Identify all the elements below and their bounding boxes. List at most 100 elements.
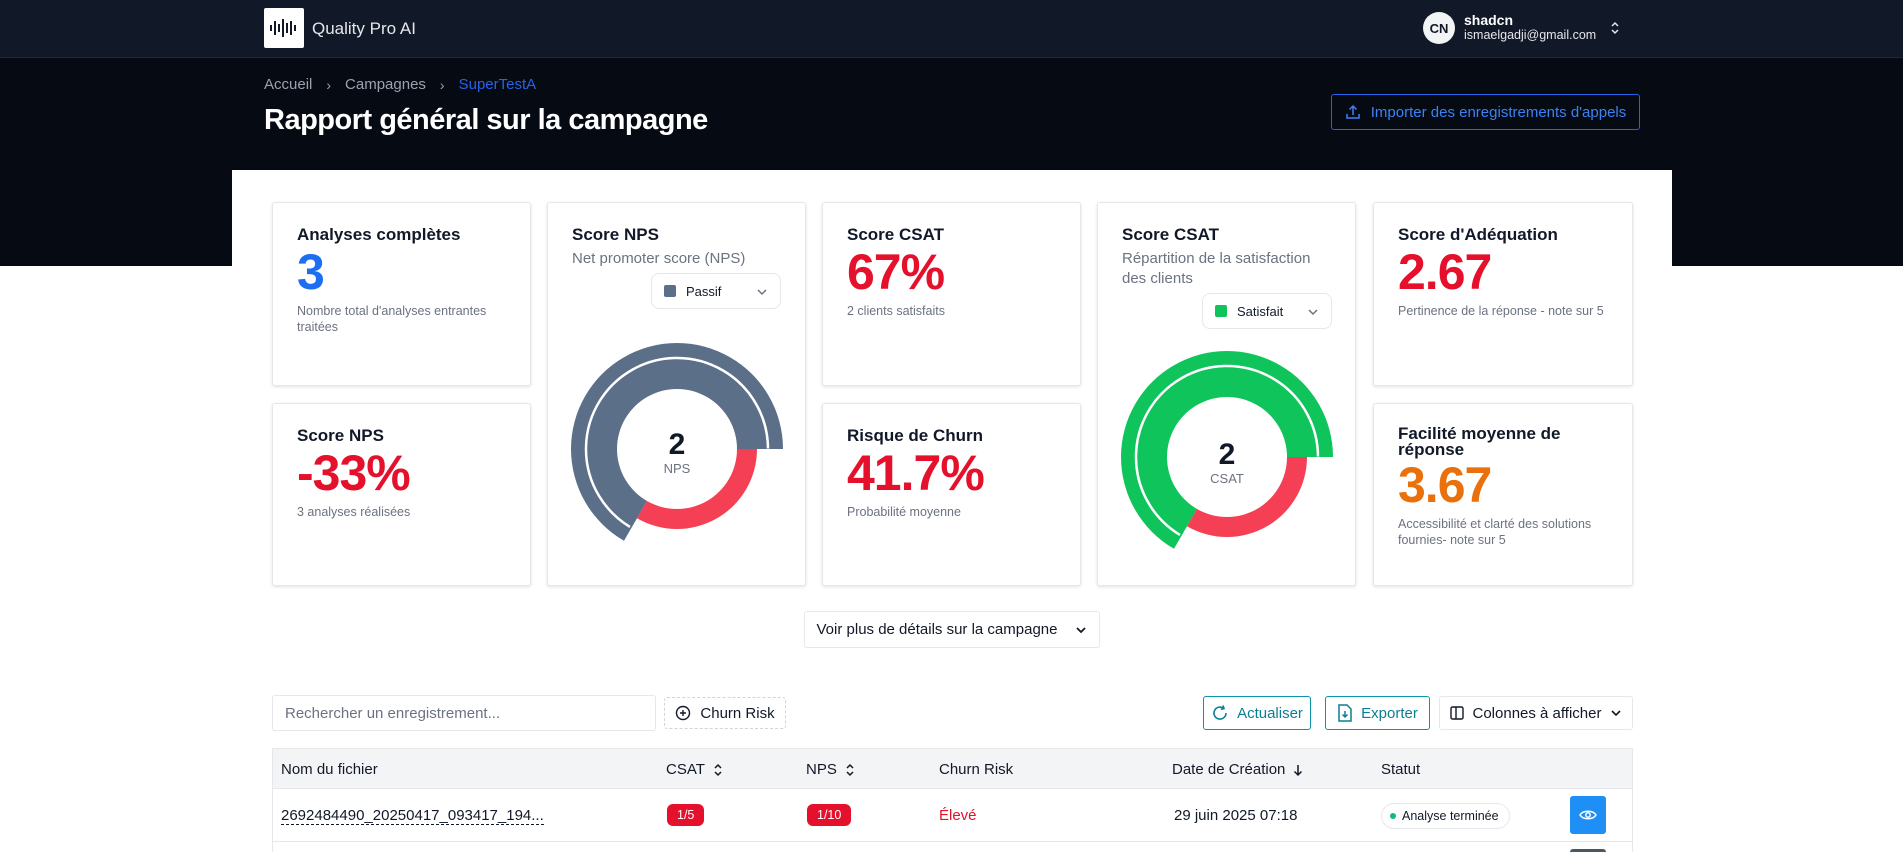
upload-icon — [1346, 104, 1360, 119]
legend-swatch — [1215, 305, 1227, 317]
csat-center-value: 2 — [1218, 438, 1236, 471]
donut-segment-détracteur[interactable] — [637, 449, 757, 529]
user-email: ismaelgadji@gmail.com — [1464, 28, 1597, 42]
card-title: Score d'Adéquation — [1398, 225, 1558, 244]
status-badge: Analyse terminée — [1381, 803, 1510, 829]
donut-segment-satisfait[interactable] — [1121, 351, 1333, 549]
card-title: Score NPS — [297, 426, 384, 445]
top-bar: Quality Pro AI CN shadcn ismaelgadji@gma… — [0, 0, 1903, 58]
chevron-right-icon: › — [326, 76, 332, 93]
column-header-date[interactable]: Date de Création — [1172, 761, 1303, 778]
csat-badge: 1/5 — [667, 804, 705, 826]
column-header-nps[interactable]: NPS — [806, 761, 855, 778]
card-nps-score: Score NPS -33% 3 analyses réalisées — [272, 403, 531, 586]
card-csat-score: Score CSAT 67% 2 clients satisfaits — [822, 202, 1081, 386]
card-facilite: Facilité moyenne de réponse 3.67 Accessi… — [1373, 403, 1633, 586]
csat-donut-chart — [1121, 351, 1333, 549]
nps-badge: 1/10 — [807, 804, 852, 826]
soundwave-icon — [270, 19, 296, 37]
import-recordings-button[interactable]: Importer des enregistrements d'appels — [1331, 94, 1640, 130]
column-header-file: Nom du fichier — [281, 761, 378, 778]
card-desc: Probabilité moyenne — [847, 505, 961, 519]
plus-circle-icon — [676, 705, 691, 721]
sort-icon — [846, 763, 854, 776]
churn-risk-filter-button[interactable]: Churn Risk — [664, 697, 786, 729]
details-button-label: Voir plus de détails sur la campagne — [816, 621, 1058, 638]
card-title: Score CSAT — [1122, 225, 1219, 244]
table-row[interactable]: 2692484490_20250417_093417_194... 1/5 1/… — [273, 789, 1632, 842]
campaign-details-button[interactable]: Voir plus de détails sur la campagne — [804, 611, 1100, 648]
refresh-label: Actualiser — [1237, 704, 1303, 722]
nps-center-label: NPS — [663, 461, 691, 476]
columns-toggle-button[interactable]: Colonnes à afficher — [1439, 696, 1633, 730]
chevron-down-icon — [1307, 304, 1319, 319]
eye-icon — [1579, 810, 1597, 820]
app-logo[interactable] — [264, 8, 304, 48]
csat-filter-dropdown[interactable]: Satisfait — [1202, 293, 1332, 329]
card-churn-risk: Risque de Churn 41.7% Probabilité moyenn… — [822, 403, 1081, 586]
app-name: Quality Pro AI — [312, 19, 416, 38]
dropdown-value: Passif — [686, 283, 722, 299]
breadcrumb: Accueil › Campagnes › SuperTestA — [264, 76, 536, 93]
nps-center-value: 2 — [668, 428, 686, 461]
breadcrumb-home[interactable]: Accueil — [264, 76, 313, 93]
status-dot — [1390, 813, 1396, 819]
user-name: shadcn — [1464, 12, 1514, 28]
export-label: Exporter — [1361, 704, 1418, 722]
sort-desc-icon — [1294, 764, 1303, 776]
card-value: -33% — [297, 445, 411, 501]
card-subtitle: Net promoter score (NPS) — [572, 250, 746, 267]
view-button[interactable] — [1570, 796, 1606, 834]
creation-date: 29 juin 2025 07:18 — [1174, 807, 1298, 824]
card-desc: 2 clients satisfaits — [847, 304, 945, 318]
column-header-csat[interactable]: CSAT — [666, 761, 723, 778]
recordings-table: Nom du fichier CSAT NPS Churn Risk Date … — [272, 748, 1633, 852]
card-value: 3 — [297, 244, 325, 300]
card-value: 2.67 — [1398, 244, 1492, 300]
view-button[interactable] — [1570, 849, 1606, 852]
card-value: 3.67 — [1398, 457, 1492, 513]
legend-swatch — [664, 285, 676, 297]
export-button[interactable]: Exporter — [1325, 696, 1430, 730]
refresh-button[interactable]: Actualiser — [1203, 696, 1311, 730]
chevron-right-icon: › — [439, 76, 445, 93]
card-title: Risque de Churn — [847, 426, 984, 445]
chevron-down-icon — [756, 284, 768, 299]
card-title: Score NPS — [572, 225, 659, 244]
column-header-churn: Churn Risk — [939, 761, 1014, 778]
user-menu[interactable]: CN shadcn ismaelgadji@gmail.com — [1423, 12, 1620, 44]
dropdown-value: Satisfait — [1237, 303, 1284, 319]
sort-icon — [714, 763, 722, 776]
avatar: CN — [1423, 12, 1455, 44]
card-title: Analyses complètes — [297, 225, 461, 244]
table-header: Nom du fichier CSAT NPS Churn Risk Date … — [273, 749, 1632, 789]
card-value: 67% — [847, 244, 945, 300]
refresh-icon — [1213, 705, 1227, 720]
donut-highlight-ring — [584, 356, 770, 528]
chevron-down-icon — [1076, 626, 1087, 633]
donut-segment-passif[interactable] — [571, 343, 783, 541]
column-header-status: Statut — [1381, 761, 1421, 778]
card-title: Score CSAT — [847, 225, 944, 244]
card-desc: Nombre total d'analyses entrantes traité… — [297, 304, 487, 334]
page-title: Rapport général sur la campagne — [264, 104, 708, 136]
import-button-label: Importer des enregistrements d'appels — [1370, 103, 1627, 121]
breadcrumb-campaigns[interactable]: Campagnes — [345, 76, 426, 93]
file-name-link[interactable]: 2692484490_20250417_093417_194... — [281, 807, 544, 825]
search-input[interactable] — [272, 695, 656, 731]
card-desc: 3 analyses réalisées — [297, 505, 411, 519]
donut-highlight-ring — [1134, 364, 1320, 536]
churn-filter-label: Churn Risk — [700, 704, 775, 722]
card-subtitle: Répartition de la satisfaction des clien… — [1122, 250, 1311, 287]
card-desc: Pertinence de la réponse - note sur 5 — [1398, 304, 1604, 318]
card-desc: Accessibilité et clarté des solutions fo… — [1398, 517, 1592, 547]
nps-filter-dropdown[interactable]: Passif — [651, 273, 781, 309]
chevron-up-down-icon — [1610, 21, 1620, 35]
card-analyses: Analyses complètes 3 Nombre total d'anal… — [272, 202, 531, 386]
breadcrumb-current: SuperTestA — [458, 76, 537, 93]
card-title: Facilité moyenne de réponse — [1398, 424, 1561, 459]
columns-label: Colonnes à afficher — [1472, 704, 1602, 722]
nps-donut-chart — [571, 343, 783, 541]
file-download-icon — [1338, 704, 1352, 722]
donut-segment-insatisfait[interactable] — [1187, 457, 1307, 537]
